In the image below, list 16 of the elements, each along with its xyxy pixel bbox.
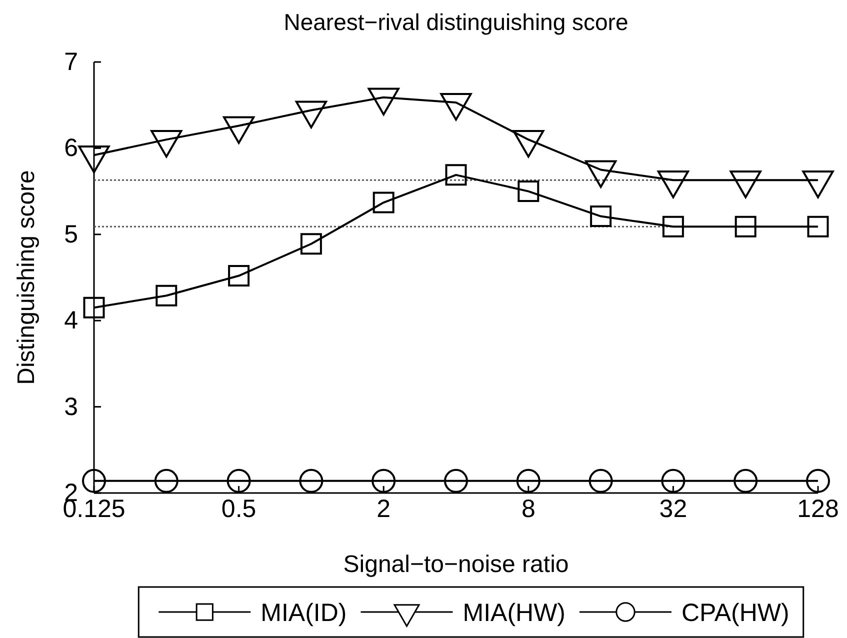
y-tick-label: 3 [64, 392, 78, 421]
y-tick-label: 6 [64, 134, 78, 162]
legend-label: CPA(HW) [682, 599, 790, 627]
x-tick-label: 2 [376, 494, 391, 523]
x-tick-label: 8 [521, 494, 536, 523]
y-tick-label: 7 [64, 48, 78, 76]
legend-label: MIA(ID) [260, 599, 347, 627]
chart-title: Nearest−rival distinguishing score [284, 9, 628, 35]
y-tick-label: 4 [64, 306, 78, 335]
x-axis-title: Signal−to−noise ratio [343, 551, 569, 578]
legend-label: MIA(HW) [462, 599, 566, 627]
x-tick-label: 128 [797, 494, 839, 523]
y-axis-title: Distinguishing score [13, 170, 40, 385]
y-tick-label: 5 [64, 220, 78, 248]
x-tick-label: 32 [659, 494, 688, 523]
x-tick-label: 0.5 [221, 494, 256, 523]
